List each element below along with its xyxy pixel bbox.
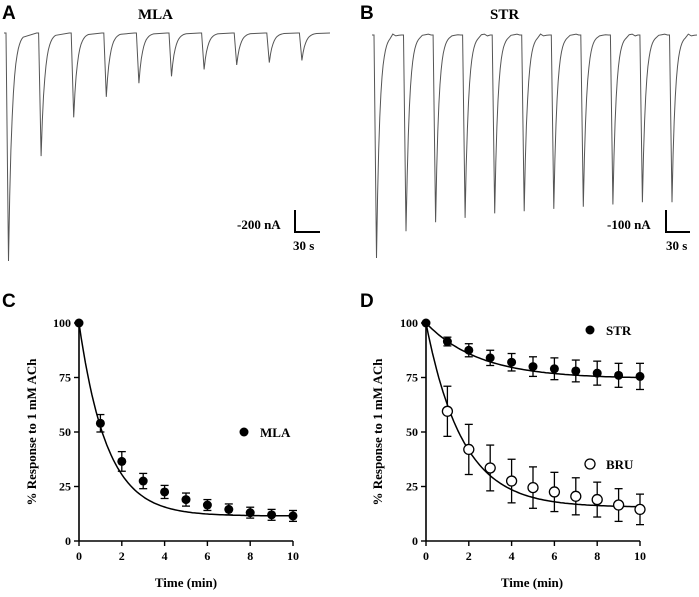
data-point-mla [181, 495, 191, 505]
current-trace-a [4, 32, 331, 262]
chart-panel-c: 0 25 50 75 100 0 2 4 6 8 10 [53, 316, 299, 563]
legend-d: STR BRU [584, 323, 634, 472]
data-point-mla [117, 456, 127, 466]
x-axis-title-c: Time (min) [155, 575, 217, 590]
legend-label-mla: MLA [260, 425, 291, 440]
x-tick-label: 8 [594, 549, 600, 563]
panel-letter-a: A [2, 3, 16, 24]
x-tick-label: 6 [204, 549, 210, 563]
data-point-bru [591, 493, 603, 506]
y-tick-label: 75 [406, 371, 418, 385]
y-axis-title-d: % Response to 1 mM ACh [370, 358, 385, 506]
data-point-mla [202, 500, 212, 510]
panel-letter-b: B [360, 3, 374, 24]
chart-panel-d: 0 25 50 75 100 0 2 4 6 8 10 [400, 316, 646, 563]
x-tick-label: 4 [509, 549, 515, 563]
data-point-str [485, 353, 495, 363]
data-point-mla [138, 476, 148, 486]
y-tick-label: 25 [59, 480, 71, 494]
scale-bar-a: -200 nA 30 s [237, 210, 320, 253]
data-point-str [614, 370, 624, 380]
y-tick-label: 0 [412, 534, 418, 548]
x-tick-label: 2 [466, 549, 472, 563]
legend-label-bru: BRU [606, 457, 634, 472]
data-point-bru [634, 503, 646, 516]
legend-label-str: STR [606, 323, 632, 338]
trace-title-b: STR [490, 7, 519, 23]
y-tick-label: 50 [406, 425, 418, 439]
legend-marker-bru [584, 458, 596, 470]
data-point-bru [484, 462, 496, 474]
x-tick-label: 0 [76, 549, 82, 563]
data-point-mla [160, 487, 170, 497]
data-point-str [549, 364, 559, 374]
scale-bar-b: -100 nA 30 s [607, 210, 690, 253]
scale-time-b: 30 s [666, 238, 687, 253]
data-point-mla [267, 510, 277, 520]
data-point-bru [548, 486, 561, 498]
current-trace-b [372, 33, 698, 259]
scale-current-a: -200 nA [237, 217, 281, 232]
data-point-mla [95, 418, 105, 428]
y-tick-label: 0 [65, 534, 71, 548]
legend-c: MLA [239, 425, 291, 440]
legend-marker-str [585, 325, 595, 335]
data-point-bru [527, 481, 539, 494]
x-tick-label: 4 [162, 549, 168, 563]
x-tick-label: 8 [247, 549, 253, 563]
scale-time-a: 30 s [293, 238, 314, 253]
data-point-str [528, 362, 538, 372]
data-point-str [507, 357, 517, 367]
scale-current-b: -100 nA [607, 217, 651, 232]
data-point-str [592, 368, 602, 378]
legend-marker-mla [239, 427, 249, 437]
data-point-bru [463, 443, 475, 456]
data-point-mla [74, 318, 84, 328]
y-tick-label: 100 [400, 316, 418, 330]
x-axis-title-d: Time (min) [501, 575, 563, 590]
data-point-mla [224, 504, 234, 514]
data-point-bru [505, 475, 518, 487]
fit-curve-mla [78, 322, 293, 517]
data-point-str [442, 337, 452, 347]
y-tick-label: 25 [406, 480, 418, 494]
panel-letter-d: D [360, 291, 374, 312]
panel-letter-c: C [2, 291, 16, 312]
x-tick-label: 2 [119, 549, 125, 563]
data-point-mla [288, 511, 298, 521]
data-point-str [635, 371, 645, 381]
trace-title-a: MLA [138, 7, 173, 23]
y-tick-label: 75 [59, 371, 71, 385]
x-tick-label: 10 [287, 549, 299, 563]
data-point-mla [245, 508, 255, 518]
data-point-bru [570, 490, 582, 502]
x-tick-label: 0 [423, 549, 429, 563]
data-point-str [571, 366, 581, 376]
x-tick-label: 6 [551, 549, 557, 563]
data-point-str [464, 345, 474, 355]
x-tick-label: 10 [634, 549, 646, 563]
data-point-bru [612, 499, 625, 511]
y-axis-title-c: % Response to 1 mM ACh [24, 358, 39, 506]
y-tick-label: 100 [53, 316, 71, 330]
y-tick-label: 50 [59, 425, 71, 439]
data-point-bru [441, 405, 454, 417]
